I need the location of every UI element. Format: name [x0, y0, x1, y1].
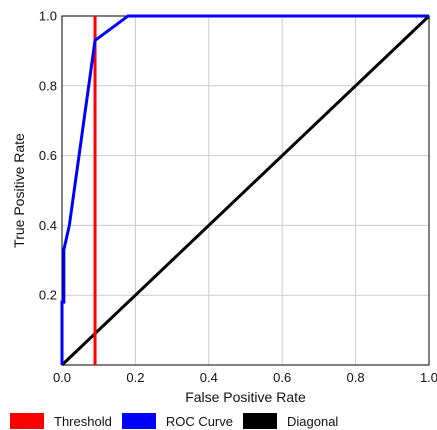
series-line-roc-curve: [60, 14, 429, 365]
x-tick-label: 0.8: [347, 370, 365, 385]
series-layer: [60, 14, 431, 367]
x-tick-label: 0.0: [53, 370, 71, 385]
x-tick-label: 0.6: [273, 370, 291, 385]
legend-label: ROC Curve: [165, 413, 233, 429]
x-tick-label: 0.2: [126, 370, 144, 385]
y-tick-label: 0.6: [39, 148, 57, 163]
legend-label: Diagonal: [287, 413, 339, 429]
y-tick-label: 0.4: [39, 218, 57, 233]
legend-item-threshold: Threshold: [10, 413, 112, 429]
y-tick-label: 0.2: [39, 288, 57, 303]
x-tick-label: 0.4: [200, 370, 218, 385]
legend-swatch: [243, 413, 277, 429]
roc-chart: 0.0 0.2 0.4 0.6 0.8 1.0 0.2 0.4 0.6 0.8 1.0 False…: [11, 9, 437, 406]
legend-label: Threshold: [54, 413, 112, 429]
legend-item-diagonal: Diagonal: [243, 413, 338, 429]
y-axis-title: True Positive Rate: [11, 133, 27, 248]
y-tick-labels: 0.2 0.4 0.6 0.8 1.0: [39, 9, 57, 303]
x-tick-label: 1.0: [420, 370, 437, 385]
legend: Threshold ROC Curve Diagonal: [10, 412, 348, 430]
y-tick-label: 0.8: [39, 78, 57, 93]
series-line-diagonal: [60, 14, 431, 367]
legend-item-roc-curve: ROC Curve: [121, 413, 233, 429]
x-tick-labels: 0.0 0.2 0.4 0.6 0.8 1.0: [53, 370, 437, 385]
legend-swatch: [10, 413, 44, 429]
y-tick-label: 1.0: [39, 9, 57, 24]
x-axis-title: False Positive Rate: [185, 389, 306, 405]
legend-swatch: [121, 413, 156, 429]
